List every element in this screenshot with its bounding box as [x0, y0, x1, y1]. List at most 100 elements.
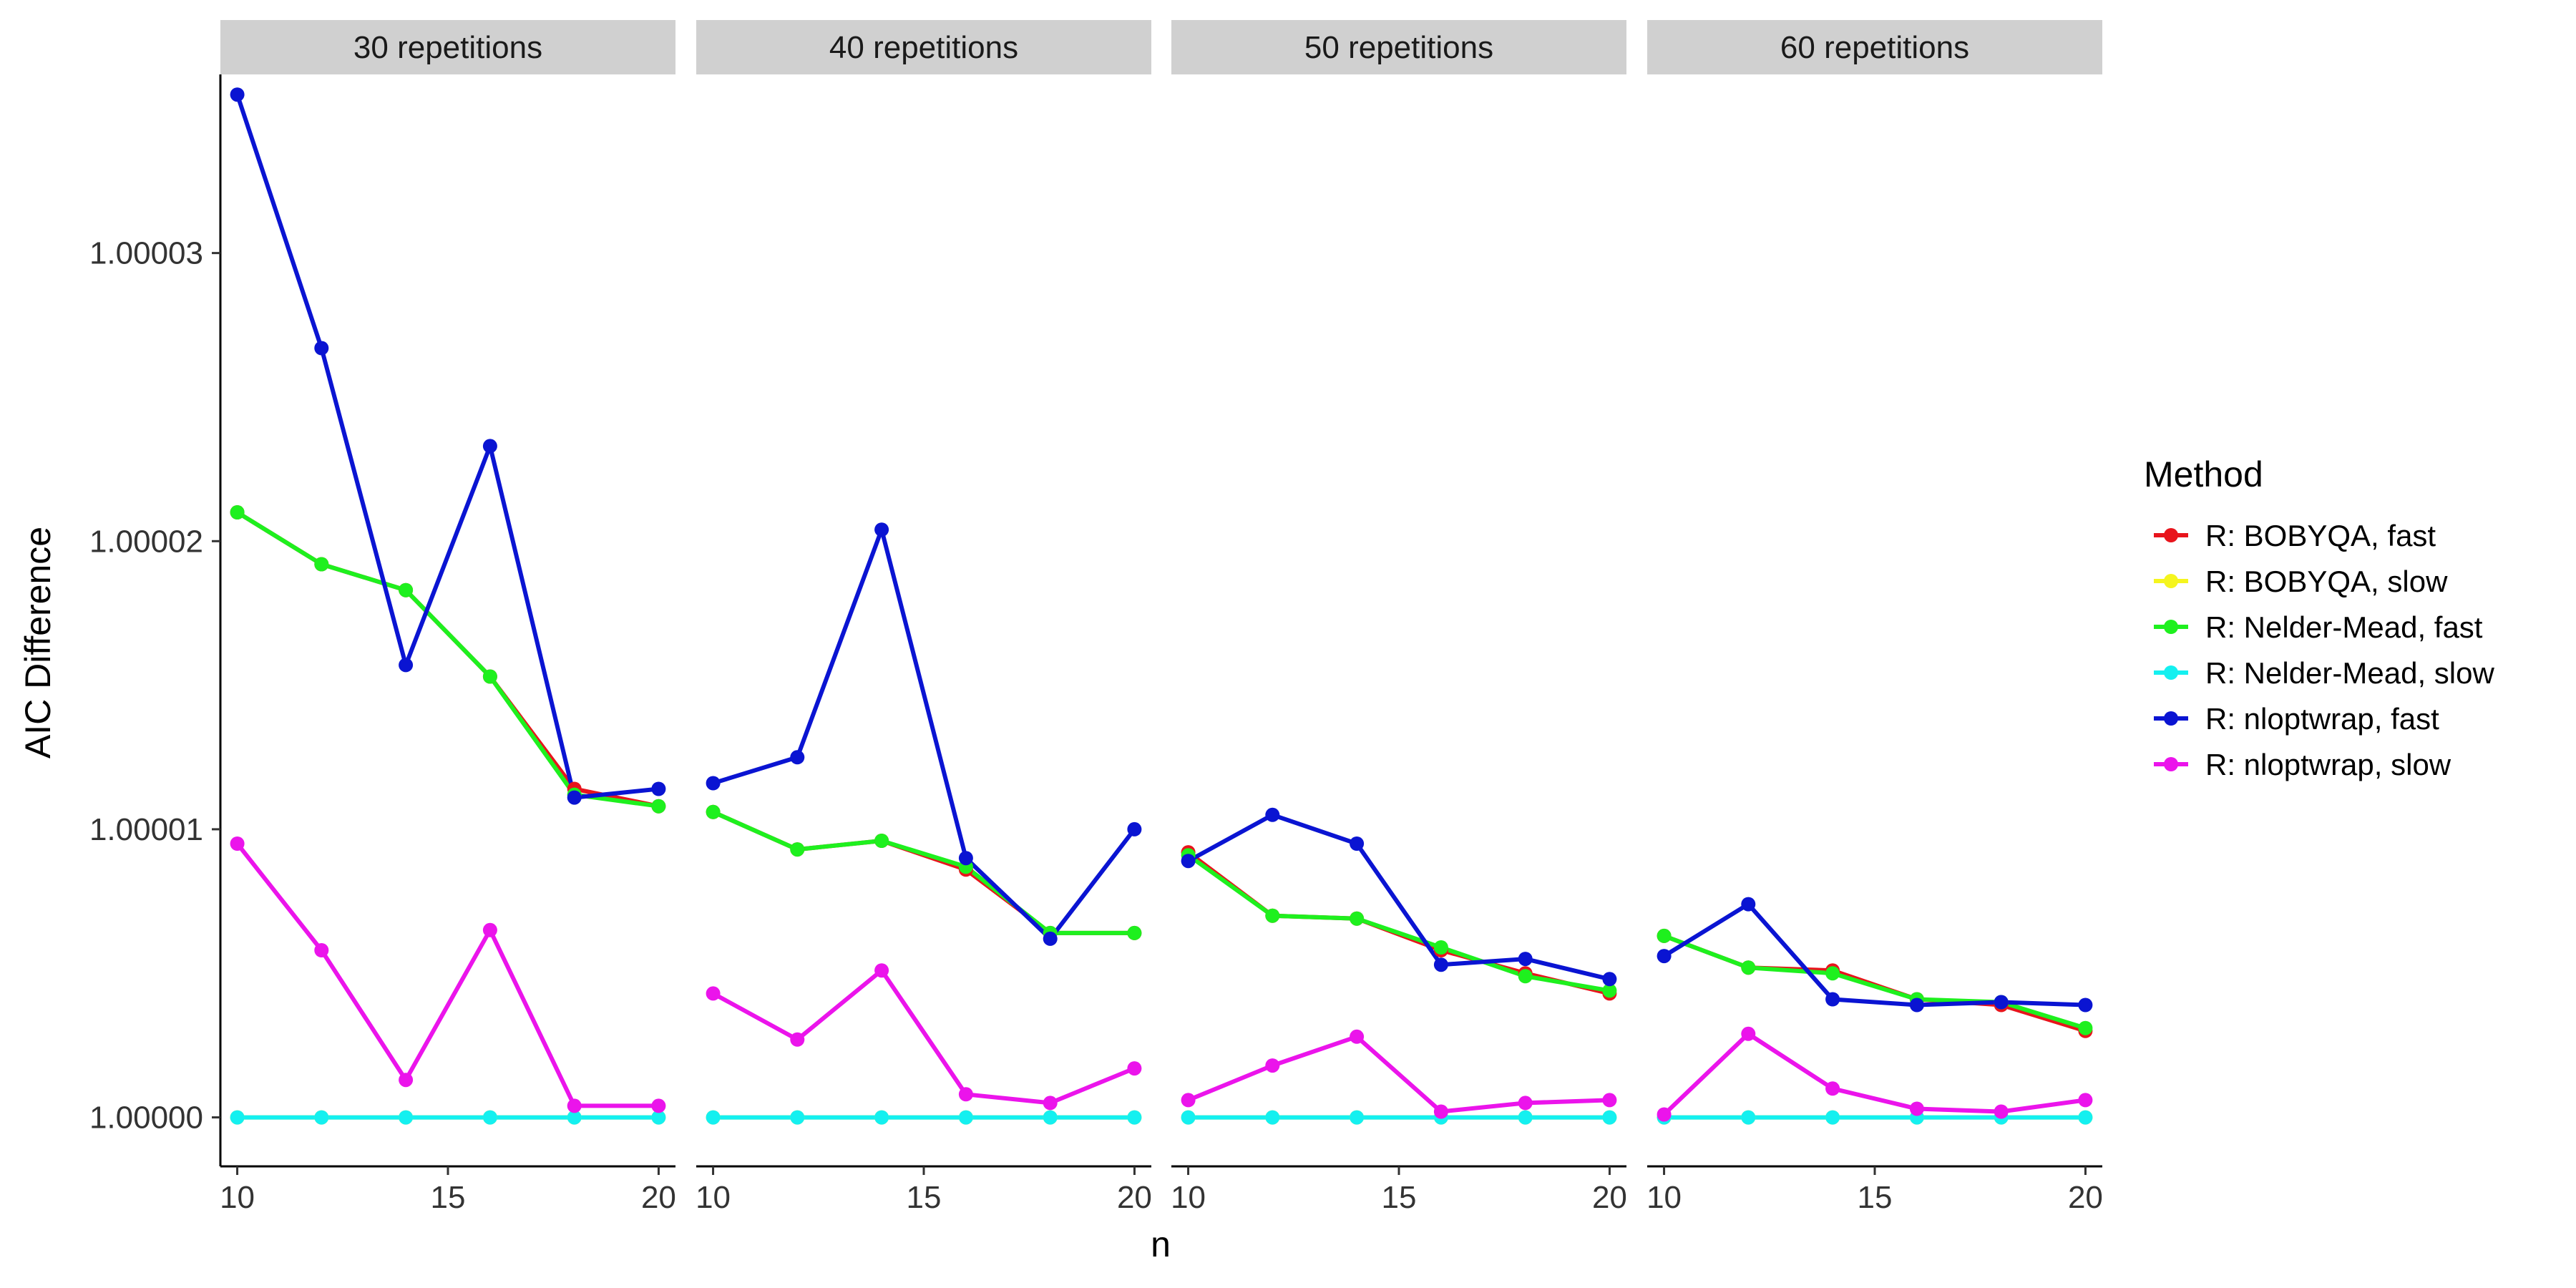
data-point-r-nelder-mead-fast — [1433, 940, 1448, 955]
data-point-r-nloptwrap-slow — [790, 1032, 805, 1047]
chart-panels: 30 repetitions 10 15 20 40 repetitions 10 15 20… — [220, 20, 2103, 1215]
data-point-r-nelder-mead-fast — [1265, 908, 1280, 923]
data-point-r-nloptwrap-slow — [1825, 1081, 1840, 1096]
series-line-r-nloptwrap-fast — [1662, 902, 2088, 1008]
data-point-r-nloptwrap-fast — [1602, 972, 1617, 987]
y-tick-label: 1.00000 — [89, 1101, 203, 1136]
x-tick-label: 10 — [696, 1180, 731, 1215]
data-point-r-nloptwrap-fast — [1994, 995, 2009, 1010]
data-point-r-nloptwrap-fast — [2078, 997, 2093, 1013]
legend-key-point — [2164, 665, 2178, 680]
data-point-r-nelder-mead-fast — [651, 799, 666, 814]
series-line-r-bobyqa-fast — [1662, 933, 2088, 1033]
data-point-r-nelder-mead-fast — [1518, 969, 1533, 984]
data-point-r-nelder-mead-fast — [706, 804, 721, 819]
x-tick-label: 15 — [907, 1180, 942, 1215]
data-point-r-nloptwrap-fast — [1043, 931, 1058, 946]
series-line-r-nloptwrap-fast — [235, 92, 661, 800]
y-axis: 1.00000 1.00001 1.00002 1.00003 — [89, 74, 222, 1166]
y-tick-label: 1.00001 — [89, 812, 203, 847]
facet-strip-label: 60 repetitions — [1780, 30, 1969, 65]
legend-title: Method — [2144, 454, 2263, 494]
x-tick-label: 20 — [641, 1180, 676, 1215]
series-line-r-nloptwrap-slow — [711, 968, 1137, 1106]
legend-item-r-bobyqa-fast: R: BOBYQA, fast — [2154, 519, 2436, 552]
data-point-r-nelder-mead-slow — [790, 1110, 805, 1125]
data-point-r-nloptwrap-slow — [482, 922, 497, 937]
facet-strip — [1171, 20, 1626, 74]
data-point-r-nloptwrap-fast — [1741, 897, 1756, 912]
legend-label: R: Nelder-Mead, slow — [2205, 656, 2494, 690]
data-point-r-nelder-mead-slow — [1825, 1110, 1840, 1125]
x-tick-label: 10 — [220, 1180, 255, 1215]
data-point-r-nelder-mead-slow — [874, 1110, 889, 1125]
data-point-r-nloptwrap-fast — [706, 776, 721, 791]
data-point-r-nloptwrap-fast — [1127, 821, 1142, 836]
x-tick-label: 10 — [1646, 1180, 1682, 1215]
y-tick-label: 1.00003 — [89, 236, 203, 271]
facet-strip-label: 50 repetitions — [1304, 30, 1493, 65]
data-point-r-nloptwrap-fast — [230, 87, 245, 102]
data-point-r-nloptwrap-fast — [1350, 836, 1365, 851]
legend-key-point — [2164, 574, 2178, 588]
x-tick-label: 20 — [1117, 1180, 1152, 1215]
legend-label: R: BOBYQA, slow — [2205, 565, 2448, 598]
panel-60-repetitions: 60 repetitions 10 15 20 — [1646, 20, 2103, 1215]
data-point-r-nloptwrap-fast — [790, 750, 805, 765]
data-point-r-nloptwrap-slow — [1043, 1096, 1058, 1111]
data-point-r-nloptwrap-slow — [567, 1098, 582, 1113]
data-point-r-nloptwrap-fast — [399, 658, 414, 673]
x-tick-label: 20 — [1592, 1180, 1627, 1215]
data-point-r-nelder-mead-slow — [1602, 1110, 1617, 1125]
data-point-r-nelder-mead-slow — [482, 1110, 497, 1125]
legend-key-point — [2164, 711, 2178, 726]
data-point-r-nelder-mead-slow — [1181, 1110, 1196, 1125]
facet-strip — [696, 20, 1151, 74]
facet-strip-label: 40 repetitions — [829, 30, 1018, 65]
data-point-r-nloptwrap-slow — [1265, 1058, 1280, 1073]
legend: Method R: BOBYQA, fast R: BOBYQA, slow R: … — [2144, 454, 2494, 781]
series-line-r-nloptwrap-slow — [235, 841, 661, 1108]
data-point-r-nelder-mead-slow — [1350, 1110, 1365, 1125]
x-tick-label: 15 — [1382, 1180, 1417, 1215]
panel-40-repetitions: 40 repetitions 10 15 20 — [696, 20, 1152, 1215]
legend-item-r-nelder-mead-fast: R: Nelder-Mead, fast — [2154, 610, 2483, 644]
y-axis-title: AIC Difference — [18, 527, 58, 758]
series-line-r-nloptwrap-slow — [1186, 1034, 1612, 1114]
data-point-r-nelder-mead-slow — [1265, 1110, 1280, 1125]
legend-item-r-nloptwrap-fast: R: nloptwrap, fast — [2154, 702, 2439, 736]
data-point-r-nloptwrap-slow — [314, 943, 329, 957]
data-point-r-nloptwrap-fast — [1909, 997, 1924, 1013]
data-point-r-nloptwrap-slow — [1181, 1093, 1196, 1108]
panel-30-repetitions: 30 repetitions 10 15 20 — [220, 20, 676, 1215]
series-line-r-nelder-mead-fast — [711, 809, 1137, 935]
data-point-r-nelder-mead-fast — [874, 834, 889, 848]
data-point-r-nloptwrap-slow — [1657, 1107, 1672, 1122]
data-point-r-nelder-mead-slow — [1741, 1110, 1756, 1125]
y-tick-label: 1.00002 — [89, 524, 203, 559]
data-point-r-nelder-mead-slow — [958, 1110, 973, 1125]
data-point-r-nloptwrap-slow — [230, 836, 245, 851]
data-point-r-nloptwrap-slow — [1602, 1093, 1617, 1108]
data-point-r-nloptwrap-slow — [706, 986, 721, 1001]
legend-item-r-bobyqa-slow: R: BOBYQA, slow — [2154, 565, 2448, 598]
legend-label: R: nloptwrap, fast — [2205, 702, 2439, 736]
facet-strip — [1647, 20, 2102, 74]
data-point-r-nloptwrap-slow — [1741, 1026, 1756, 1041]
x-tick-label: 15 — [431, 1180, 466, 1215]
legend-label: R: Nelder-Mead, fast — [2205, 610, 2483, 644]
legend-label: R: nloptwrap, slow — [2205, 748, 2451, 781]
data-point-r-nloptwrap-slow — [1518, 1096, 1533, 1111]
data-point-r-nelder-mead-slow — [2078, 1110, 2093, 1125]
data-point-r-nelder-mead-fast — [482, 669, 497, 684]
series-line-r-bobyqa-fast — [1186, 850, 1612, 996]
data-point-r-nloptwrap-slow — [1433, 1104, 1448, 1119]
x-tick-label: 15 — [1858, 1180, 1893, 1215]
facet-strip-label: 30 repetitions — [353, 30, 542, 65]
data-point-r-nloptwrap-slow — [651, 1098, 666, 1113]
data-point-r-nloptwrap-fast — [874, 522, 889, 537]
data-point-r-nelder-mead-slow — [314, 1110, 329, 1125]
data-point-r-nelder-mead-fast — [1127, 925, 1142, 940]
x-tick-label: 10 — [1171, 1180, 1206, 1215]
